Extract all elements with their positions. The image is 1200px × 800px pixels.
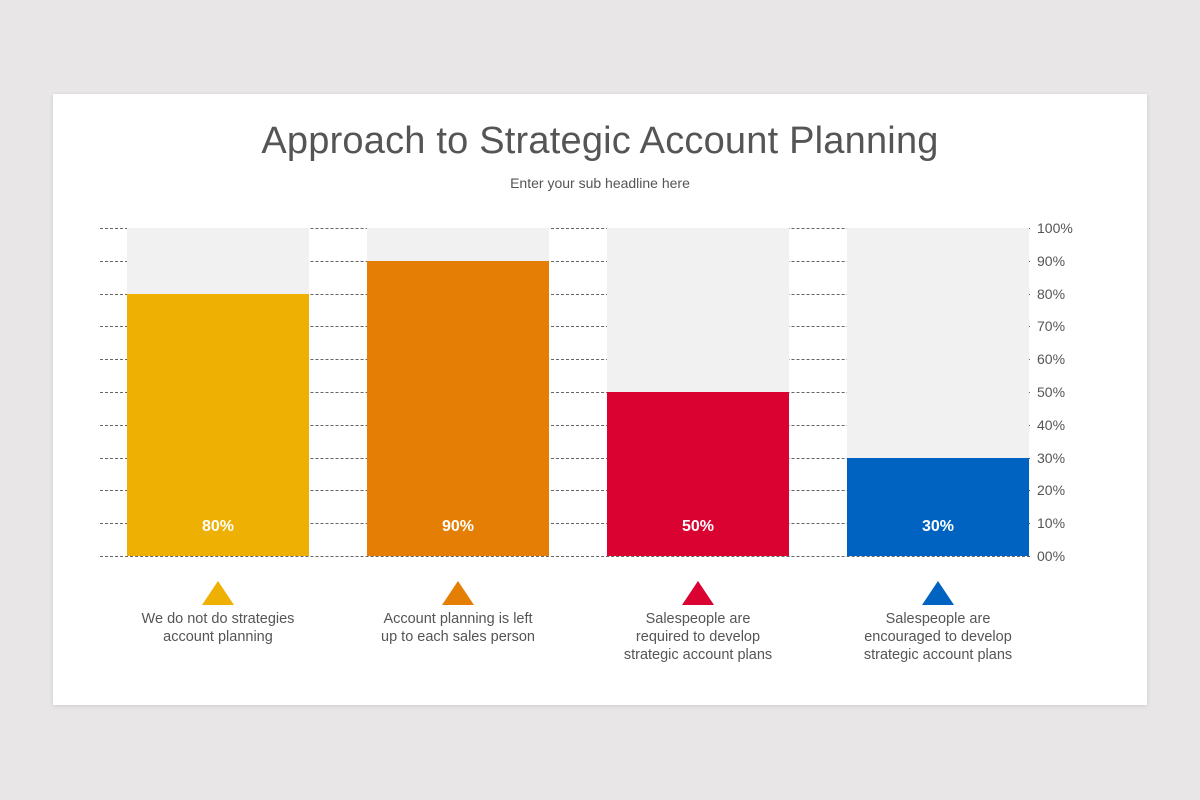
category-label-line: required to develop — [635, 629, 761, 645]
category-label: We do not do strategies account planning — [98, 610, 338, 646]
gridline — [100, 392, 1030, 393]
triangle-marker-icon — [442, 581, 474, 605]
bar-value-label: 80% — [201, 517, 235, 535]
y-axis-label: 10% — [1037, 515, 1066, 532]
category-label-line: Salespeople are — [645, 611, 751, 627]
y-axis-label: 40% — [1037, 416, 1066, 433]
y-axis-label: 100% — [1037, 220, 1073, 236]
bar-value-label: 50% — [681, 518, 715, 535]
category-label-line: encouraged to develop — [864, 629, 1012, 645]
gridline — [100, 260, 1030, 262]
triangle-marker-icon — [922, 581, 954, 605]
bar-value-label: 90% — [441, 517, 475, 535]
category-label: Salespeople are encouraged to develop stra… — [818, 610, 1058, 664]
y-axis-label: 00% — [1037, 548, 1066, 564]
bar: 90% — [367, 260, 549, 556]
triangle-marker-icon — [202, 581, 234, 605]
bar: 50% — [607, 392, 789, 556]
chart-subtitle: Enter your sub headline here — [510, 175, 690, 191]
y-axis-label: 20% — [1037, 482, 1066, 499]
category-label: Salespeople are required to develop strate… — [578, 610, 818, 664]
y-axis-label: 80% — [1037, 285, 1066, 302]
category-label-line: Account planning is left — [383, 611, 533, 627]
category-label: Account planning is left up to each sales… — [338, 610, 578, 646]
y-axis-label: 60% — [1037, 351, 1066, 368]
category-label-line: strategic account plans — [623, 647, 773, 663]
category-label-line: up to each sales person — [381, 629, 535, 645]
y-axis-label: 30% — [1037, 449, 1066, 466]
y-axis-label: 70% — [1037, 318, 1066, 335]
bar: 80% — [127, 293, 309, 556]
triangle-marker-icon — [682, 581, 714, 605]
gridline — [100, 326, 1030, 328]
gridline — [100, 457, 1030, 459]
gridline — [100, 293, 1030, 295]
category-label-line: strategic account plans — [863, 647, 1013, 663]
bar-value-label: 30% — [921, 517, 955, 535]
gridline — [100, 359, 1030, 361]
y-axis-label: 90% — [1037, 252, 1066, 269]
gridline — [100, 228, 1030, 229]
category-label-line: account planning — [163, 629, 273, 645]
bar: 30% — [847, 457, 1029, 556]
gridline — [100, 523, 1030, 525]
y-axis-label: 50% — [1037, 384, 1066, 400]
chart-title: Approach to Strategic Account Planning — [261, 120, 939, 162]
gridline — [100, 424, 1030, 426]
category-label-line: We do not do strategies — [141, 611, 295, 627]
category-label-line: Salespeople are — [885, 611, 991, 627]
gridline — [100, 490, 1030, 492]
gridline — [100, 556, 1030, 557]
